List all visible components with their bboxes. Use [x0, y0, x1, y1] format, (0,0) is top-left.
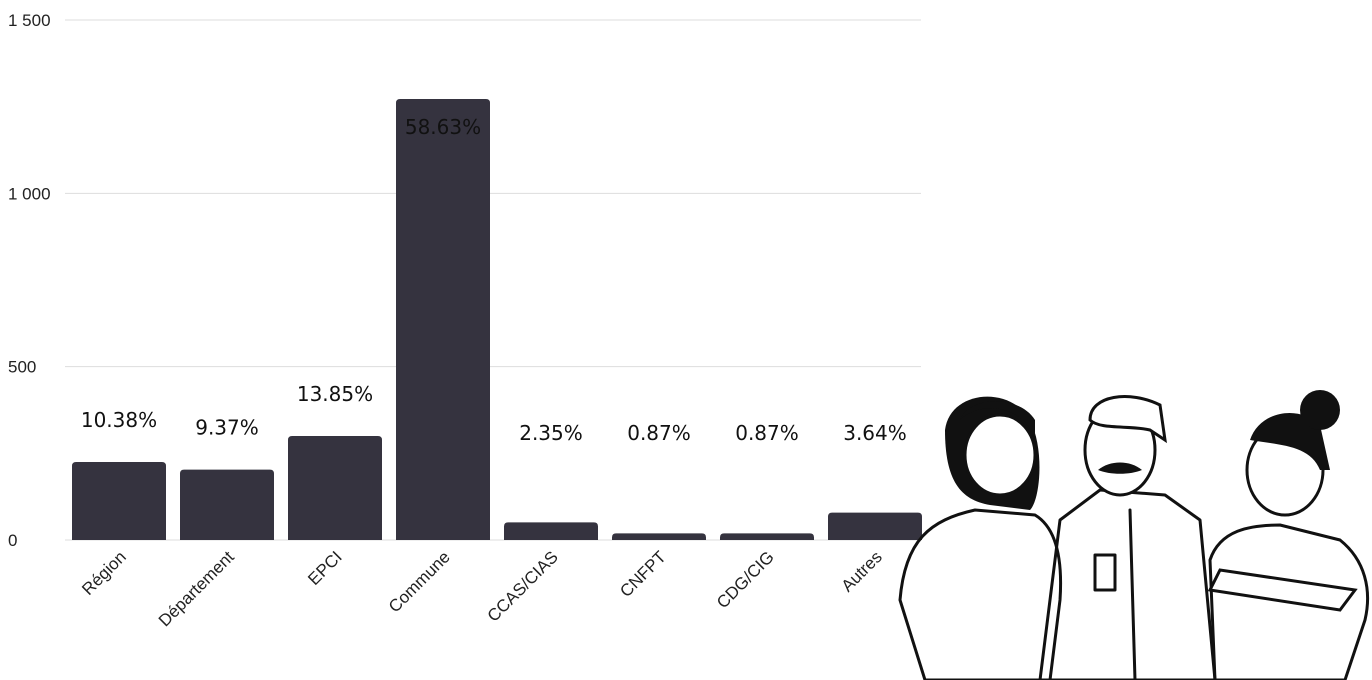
x-tick-label: CNFPT [616, 547, 670, 601]
x-tick-label: CCAS/CIAS [484, 547, 562, 625]
x-tick-label: CDG/CIG [713, 547, 778, 612]
bar [72, 462, 166, 540]
data-label: 3.64% [843, 421, 907, 445]
data-label: 0.87% [627, 421, 691, 445]
bar [720, 533, 814, 540]
y-tick-label: 1 500 [8, 11, 51, 30]
bar [612, 533, 706, 540]
x-tick-label: Commune [385, 547, 454, 616]
bar [396, 99, 490, 540]
x-tick-label: Autres [838, 547, 886, 595]
x-tick-label: EPCI [304, 547, 345, 588]
x-tick-label: Région [78, 547, 130, 599]
data-label: 58.63% [405, 115, 481, 139]
data-label: 10.38% [81, 408, 157, 432]
data-label: 0.87% [735, 421, 799, 445]
illustration [898, 390, 1369, 680]
y-tick-label: 1 000 [8, 184, 51, 203]
bar [288, 436, 382, 540]
data-label: 13.85% [297, 382, 373, 406]
data-label: 2.35% [519, 421, 583, 445]
y-tick-label: 0 [8, 531, 17, 550]
bar [828, 512, 922, 540]
bar [180, 469, 274, 540]
bar [504, 522, 598, 540]
x-tick-label: Département [155, 547, 238, 630]
data-label: 9.37% [195, 416, 259, 440]
y-tick-label: 500 [8, 358, 36, 377]
